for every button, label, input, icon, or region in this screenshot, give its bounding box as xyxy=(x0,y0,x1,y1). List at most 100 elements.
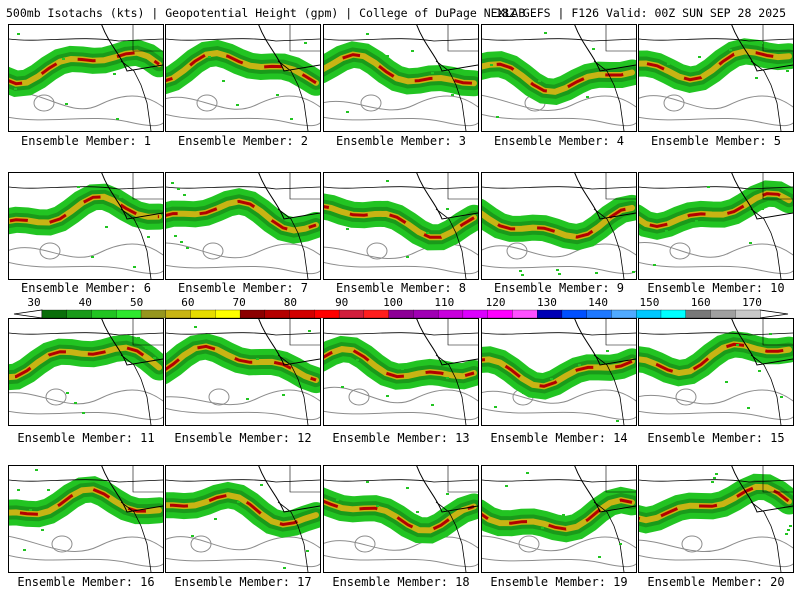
ensemble-member-map xyxy=(323,172,479,280)
isotach-speckle xyxy=(619,543,622,545)
height-contour xyxy=(9,261,163,275)
jet-max xyxy=(639,485,790,522)
isotach-speckle xyxy=(598,556,601,558)
isotach-speckle xyxy=(749,242,752,244)
height-contour xyxy=(324,386,478,404)
isotach-speckle xyxy=(446,377,449,379)
height-contour xyxy=(639,536,793,553)
isotach-speckle xyxy=(237,501,240,503)
jet-max xyxy=(9,195,160,225)
ensemble-member-map xyxy=(8,24,164,132)
isotach-speckle xyxy=(758,370,761,372)
jet-max xyxy=(639,192,790,229)
colorbar-segment xyxy=(710,309,736,319)
colorbar-segment xyxy=(512,309,538,319)
isotach-speckle xyxy=(17,489,20,491)
height-contour xyxy=(663,94,685,112)
border xyxy=(605,319,636,346)
height-contour xyxy=(166,389,320,406)
height-contour xyxy=(166,95,320,110)
ensemble-member-map xyxy=(165,24,321,132)
border xyxy=(605,173,636,200)
jet-max xyxy=(324,205,475,239)
colorbar-tick-label: 70 xyxy=(232,296,245,309)
ensemble-member-label: Ensemble Member: 8 xyxy=(335,281,467,295)
height-contour xyxy=(324,95,478,111)
colorbar-tick-label: 50 xyxy=(130,296,143,309)
height-contour xyxy=(9,410,163,421)
height-contour xyxy=(639,241,793,258)
border xyxy=(289,319,320,346)
colorbar-segment xyxy=(611,309,637,319)
isotach-speckle xyxy=(526,472,529,474)
coastline xyxy=(120,501,152,572)
isotach-speckle xyxy=(183,194,186,196)
colorbar-segment xyxy=(264,309,291,319)
isotach-speckle xyxy=(747,407,750,409)
isotach-speckle xyxy=(191,535,194,537)
colorbar-segment xyxy=(91,309,117,319)
coastline xyxy=(101,173,163,220)
coastline xyxy=(166,479,320,483)
jet-max xyxy=(482,62,633,94)
ensemble-member-map xyxy=(638,172,794,280)
isotach-speckle xyxy=(41,529,44,531)
border xyxy=(289,25,320,52)
isotach-speckle xyxy=(755,77,758,79)
coastline xyxy=(482,332,636,336)
height-contour xyxy=(324,116,478,127)
isotach-speckle xyxy=(17,33,20,35)
colorbar-segment xyxy=(66,309,92,319)
ensemble-member-label: Ensemble Member: 7 xyxy=(177,281,309,295)
ensemble-member-map xyxy=(323,24,479,132)
ensemble-member-label: Ensemble Member: 15 xyxy=(647,431,785,445)
height-contour xyxy=(360,94,382,112)
jet-max xyxy=(9,487,160,516)
jet-stream-map xyxy=(324,25,478,131)
coastline xyxy=(593,60,625,131)
isotach-speckle xyxy=(91,256,94,258)
isotach-speckle xyxy=(356,359,359,361)
ensemble-member-map xyxy=(481,24,637,132)
height-contour xyxy=(639,410,793,421)
isotach-speckle xyxy=(406,487,409,489)
isotach-speckle xyxy=(386,395,389,397)
height-contour xyxy=(482,557,636,568)
isotach-speckle xyxy=(23,549,26,551)
colorbar-tick-label: 140 xyxy=(588,296,608,309)
isotach-speckle xyxy=(401,368,404,370)
isotach-speckle xyxy=(541,527,544,529)
colorbar-segment xyxy=(363,309,390,319)
jet-stream-map xyxy=(639,466,793,572)
coastline xyxy=(416,173,478,220)
ensemble-member-label: Ensemble Member: 1 xyxy=(20,134,152,148)
coastline xyxy=(574,466,636,513)
coastline xyxy=(639,479,793,483)
isotach-speckle xyxy=(376,505,379,507)
coastline xyxy=(731,319,793,366)
coastline xyxy=(258,466,320,513)
isotach-speckle xyxy=(496,116,499,118)
coastline xyxy=(9,332,163,336)
jet-stream-map xyxy=(9,466,163,572)
height-contour xyxy=(9,535,163,552)
colorbar-segment xyxy=(388,309,414,319)
ensemble-member-map xyxy=(8,172,164,280)
colorbar-segment xyxy=(239,309,266,319)
height-contour xyxy=(39,242,61,260)
height-contour xyxy=(324,410,478,421)
isotach-speckle xyxy=(177,188,180,190)
isotach-speckle xyxy=(119,196,122,198)
coastline xyxy=(101,319,163,366)
border xyxy=(132,466,163,493)
coastline xyxy=(639,332,793,336)
isotach-speckle xyxy=(290,118,293,120)
isotach-speckle xyxy=(180,241,183,243)
colorbar-segment xyxy=(140,309,167,319)
isotach-speckle xyxy=(308,330,311,332)
ensemble-member-label: Ensemble Member: 13 xyxy=(332,431,470,445)
run-info: 18Z GEFS | F126 Valid: 00Z SUN SEP 28 20… xyxy=(495,6,786,20)
isotach-speckle xyxy=(713,477,716,479)
height-contour xyxy=(166,264,320,275)
height-contour xyxy=(639,95,793,110)
